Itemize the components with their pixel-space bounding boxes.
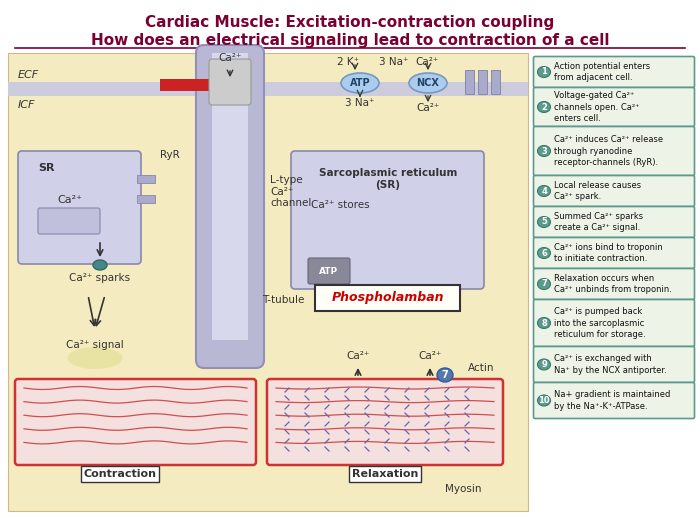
Text: Local release causes
Ca²⁺ spark.: Local release causes Ca²⁺ spark.	[554, 181, 641, 201]
Text: ICF: ICF	[18, 100, 36, 110]
Text: 10: 10	[538, 396, 550, 405]
Ellipse shape	[409, 73, 447, 93]
Text: Ca²⁺ sparks: Ca²⁺ sparks	[69, 273, 131, 283]
Ellipse shape	[538, 217, 550, 228]
Text: Ca²⁺ stores: Ca²⁺ stores	[311, 200, 370, 210]
FancyBboxPatch shape	[533, 56, 694, 88]
FancyBboxPatch shape	[15, 379, 256, 465]
Text: SR: SR	[38, 163, 55, 173]
Text: Relaxation: Relaxation	[352, 469, 418, 479]
Text: Contraction: Contraction	[83, 469, 157, 479]
FancyBboxPatch shape	[209, 59, 251, 105]
Text: Ca²⁺ is exchanged with
Na⁺ by the NCX antiporter.: Ca²⁺ is exchanged with Na⁺ by the NCX an…	[554, 354, 666, 375]
Text: Ca²⁺: Ca²⁺	[270, 187, 293, 197]
Text: 2: 2	[541, 103, 547, 111]
Text: 1: 1	[541, 68, 547, 77]
Text: Ca²⁺: Ca²⁺	[419, 351, 442, 361]
Text: 3: 3	[541, 146, 547, 155]
Ellipse shape	[538, 359, 550, 370]
Text: Action potential enters
from adjacent cell.: Action potential enters from adjacent ce…	[554, 62, 650, 82]
Bar	[478, 70, 487, 94]
Text: 7: 7	[442, 370, 449, 380]
Ellipse shape	[538, 317, 550, 329]
FancyBboxPatch shape	[291, 151, 484, 289]
Ellipse shape	[538, 395, 550, 406]
Text: Ca²⁺: Ca²⁺	[218, 53, 242, 63]
Text: 4: 4	[541, 187, 547, 195]
FancyBboxPatch shape	[38, 208, 100, 234]
Ellipse shape	[93, 260, 107, 270]
FancyBboxPatch shape	[533, 382, 694, 418]
FancyBboxPatch shape	[308, 258, 350, 284]
Text: T-tubule: T-tubule	[262, 295, 304, 305]
FancyBboxPatch shape	[533, 88, 694, 127]
Text: Ca²⁺ signal: Ca²⁺ signal	[66, 340, 124, 350]
Bar	[465, 70, 474, 94]
Ellipse shape	[538, 185, 550, 196]
Bar	[8, 82, 528, 96]
FancyBboxPatch shape	[533, 176, 694, 206]
Text: Ca²⁺: Ca²⁺	[346, 351, 370, 361]
Bar	[212, 53, 248, 340]
Ellipse shape	[538, 247, 550, 258]
FancyBboxPatch shape	[533, 127, 694, 176]
Text: Ca²⁺: Ca²⁺	[57, 195, 83, 205]
FancyBboxPatch shape	[267, 379, 503, 465]
Bar	[315, 285, 460, 311]
Text: 3 Na⁺: 3 Na⁺	[345, 98, 375, 108]
Text: Myosin: Myosin	[444, 484, 482, 494]
Text: 6: 6	[541, 249, 547, 257]
Text: L-type: L-type	[270, 175, 302, 185]
Text: 8: 8	[541, 318, 547, 328]
Text: 7: 7	[541, 279, 547, 289]
FancyBboxPatch shape	[196, 45, 264, 368]
Text: channel: channel	[270, 198, 312, 208]
Text: ATP: ATP	[350, 78, 370, 88]
Text: Summed Ca²⁺ sparks
create a Ca²⁺ signal.: Summed Ca²⁺ sparks create a Ca²⁺ signal.	[554, 212, 643, 232]
Bar	[491, 70, 500, 94]
Ellipse shape	[538, 279, 550, 290]
Text: Actin: Actin	[468, 363, 494, 373]
Bar	[137, 195, 155, 203]
Bar	[8, 53, 528, 511]
Ellipse shape	[538, 67, 550, 78]
Text: (SR): (SR)	[375, 180, 400, 190]
Text: Phospholamban: Phospholamban	[332, 292, 444, 304]
Ellipse shape	[67, 347, 122, 369]
Text: Sarcoplasmic reticulum: Sarcoplasmic reticulum	[318, 168, 457, 178]
Text: Voltage-gated Ca²⁺
channels open. Ca²⁺
enters cell.: Voltage-gated Ca²⁺ channels open. Ca²⁺ e…	[554, 91, 640, 123]
FancyBboxPatch shape	[533, 238, 694, 268]
Text: NCX: NCX	[416, 78, 440, 88]
FancyBboxPatch shape	[533, 346, 694, 382]
Text: Ca²⁺: Ca²⁺	[415, 57, 439, 67]
FancyBboxPatch shape	[533, 268, 694, 300]
Text: Ca²⁺ ions bind to troponin
to initiate contraction.: Ca²⁺ ions bind to troponin to initiate c…	[554, 243, 663, 263]
Text: 2 K⁺: 2 K⁺	[337, 57, 359, 67]
Text: Ca²⁺ induces Ca²⁺ release
through ryanodine
receptor-channels (RyR).: Ca²⁺ induces Ca²⁺ release through ryanod…	[554, 135, 663, 167]
FancyBboxPatch shape	[533, 206, 694, 238]
Bar	[160, 79, 215, 91]
Ellipse shape	[538, 145, 550, 156]
Text: How does an electrical signaling lead to contraction of a cell: How does an electrical signaling lead to…	[91, 32, 609, 47]
Ellipse shape	[437, 368, 453, 382]
Text: 9: 9	[541, 360, 547, 369]
Text: ATP: ATP	[319, 267, 339, 276]
Ellipse shape	[341, 73, 379, 93]
Text: Na+ gradient is maintained
by the Na⁺-K⁺-ATPase.: Na+ gradient is maintained by the Na⁺-K⁺…	[554, 390, 671, 411]
Ellipse shape	[538, 102, 550, 113]
Text: Ca²⁺ is pumped back
into the sarcoplasmic
reticulum for storage.: Ca²⁺ is pumped back into the sarcoplasmi…	[554, 307, 645, 339]
Text: Ca²⁺: Ca²⁺	[416, 103, 440, 113]
FancyBboxPatch shape	[533, 300, 694, 346]
Bar	[137, 175, 155, 183]
Text: 3 Na⁺: 3 Na⁺	[379, 57, 409, 67]
Text: Cardiac Muscle: Excitation-contraction coupling: Cardiac Muscle: Excitation-contraction c…	[146, 15, 554, 30]
Text: Relaxation occurs when
Ca²⁺ unbinds from troponin.: Relaxation occurs when Ca²⁺ unbinds from…	[554, 274, 672, 294]
Text: 5: 5	[541, 217, 547, 227]
FancyBboxPatch shape	[18, 151, 141, 264]
Text: ECF: ECF	[18, 70, 39, 80]
Text: RyR: RyR	[160, 150, 180, 160]
